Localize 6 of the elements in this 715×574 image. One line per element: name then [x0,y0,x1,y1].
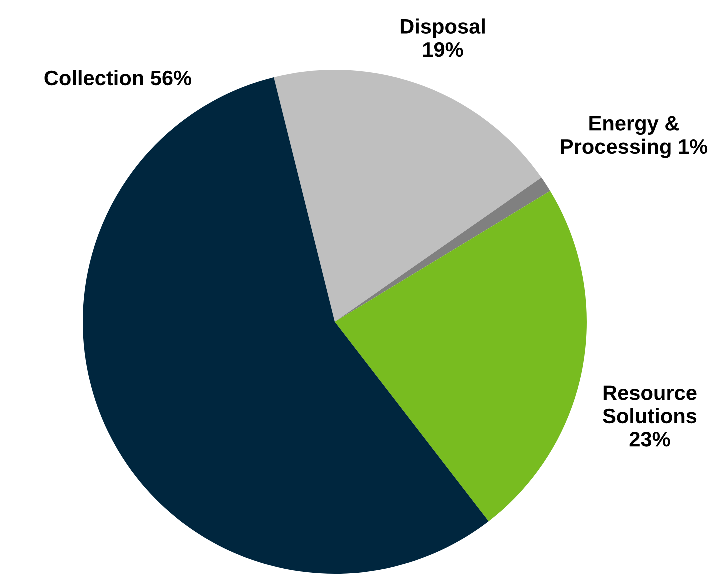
slice-label: Disposal [400,18,485,38]
data-label: 19% [423,42,464,58]
slice-label: Resource Solutions [603,386,697,424]
slice-label: Energy & Processing 1% [561,116,708,158]
slice-label: Collection 56% [44,70,192,86]
data-label: 23% [630,432,670,447]
